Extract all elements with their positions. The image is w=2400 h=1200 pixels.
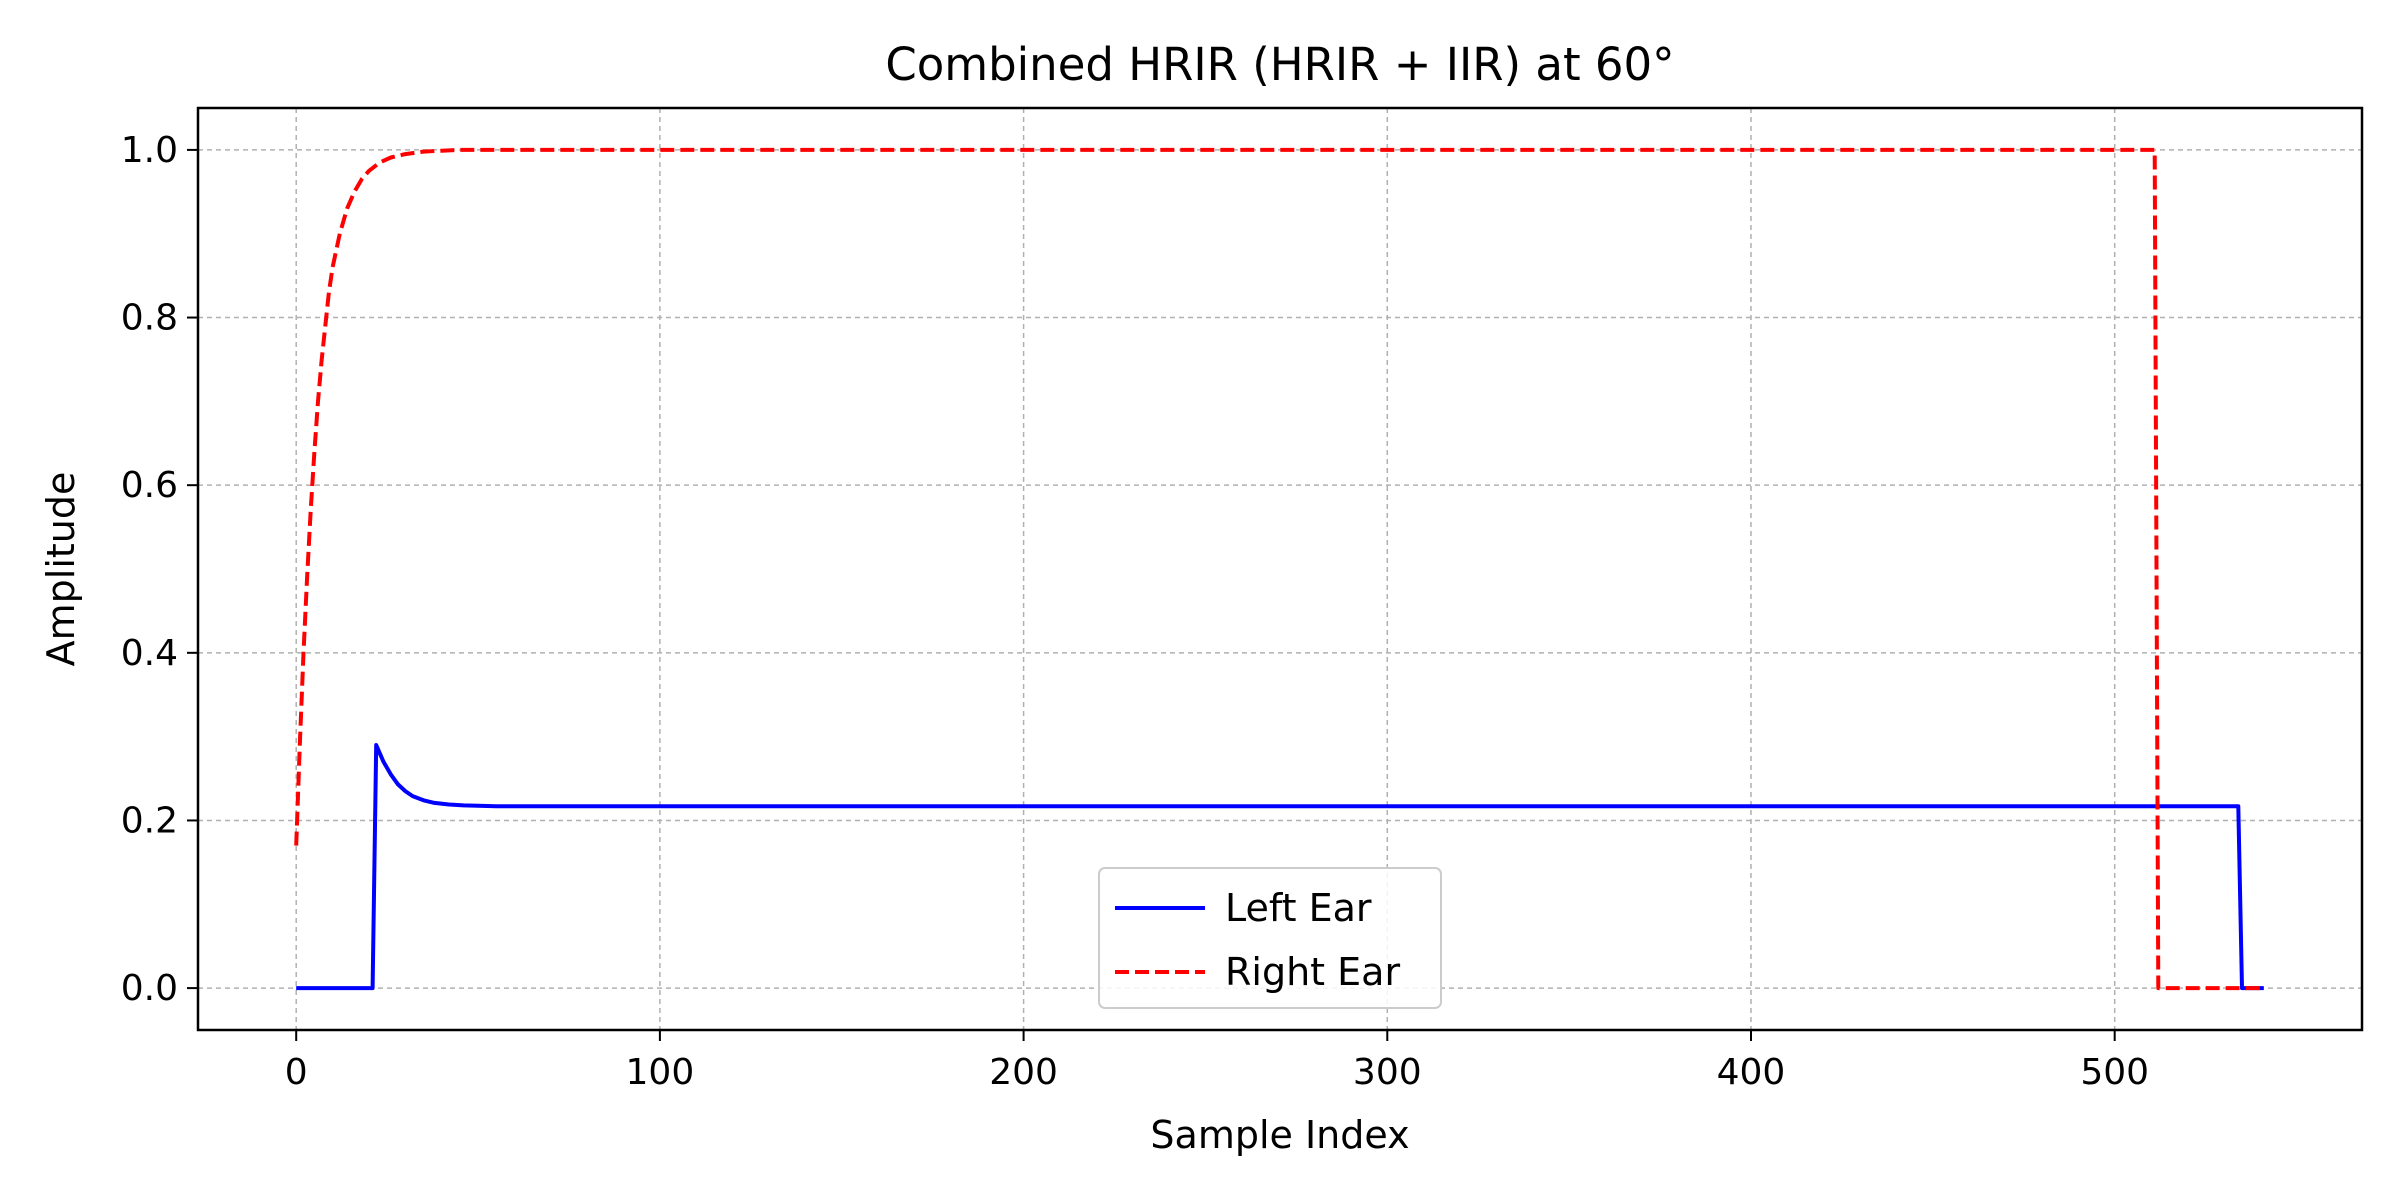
grid [198, 108, 2362, 1030]
y-tick-label: 0.6 [121, 465, 178, 506]
y-tick-label: 0.8 [121, 298, 178, 339]
axis-ticks: 0 100 200 300 400 500 0.0 0.2 0.4 0.6 0.8 1.0 [121, 130, 2149, 1093]
y-tick-label: 0.2 [121, 800, 178, 841]
x-axis-label: Sample Index [1150, 1113, 1409, 1157]
y-tick-label: 1.0 [121, 130, 178, 171]
series-lines [294, 147, 2264, 991]
x-tick-label: 200 [989, 1052, 1058, 1093]
x-tick-label: 100 [626, 1052, 695, 1093]
x-tick-label: 300 [1353, 1052, 1422, 1093]
plot-frame [196, 106, 2364, 1032]
series-line-1 [294, 147, 2264, 991]
series-line-0 [296, 743, 2264, 991]
legend: Left Ear Right Ear [1098, 867, 1442, 1009]
chart-title: Combined HRIR (HRIR + IIR) at 60° [885, 38, 1674, 91]
x-tick-label: 0 [285, 1052, 308, 1093]
y-tick-label: 0.4 [121, 633, 178, 674]
legend-label-0: Left Ear [1225, 886, 1372, 930]
x-tick-label: 500 [2080, 1052, 2149, 1093]
legend-label-1: Right Ear [1225, 950, 1400, 994]
y-tick-label: 0.0 [121, 968, 178, 1009]
x-tick-label: 400 [1717, 1052, 1786, 1093]
y-axis-label: Amplitude [39, 472, 83, 667]
